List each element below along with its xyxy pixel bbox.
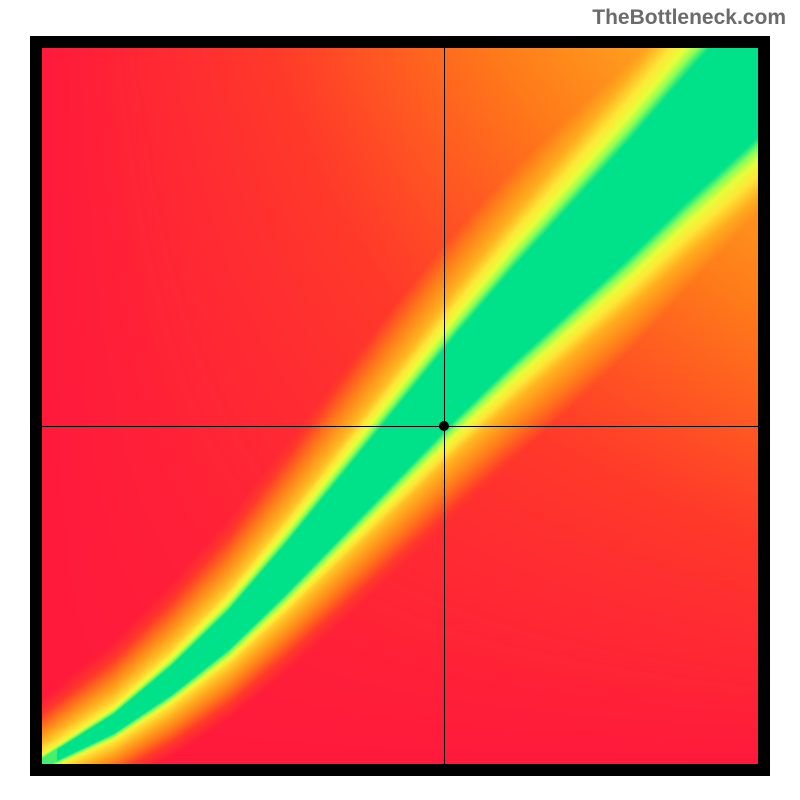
- crosshair-horizontal: [42, 426, 758, 427]
- figure-container: TheBottleneck.com: [0, 0, 800, 800]
- crosshair-vertical: [444, 48, 445, 764]
- heatmap-canvas: [42, 48, 758, 764]
- plot-area: [42, 48, 758, 764]
- plot-frame: [30, 36, 770, 776]
- watermark-label: TheBottleneck.com: [592, 6, 786, 30]
- marker-dot: [439, 421, 449, 431]
